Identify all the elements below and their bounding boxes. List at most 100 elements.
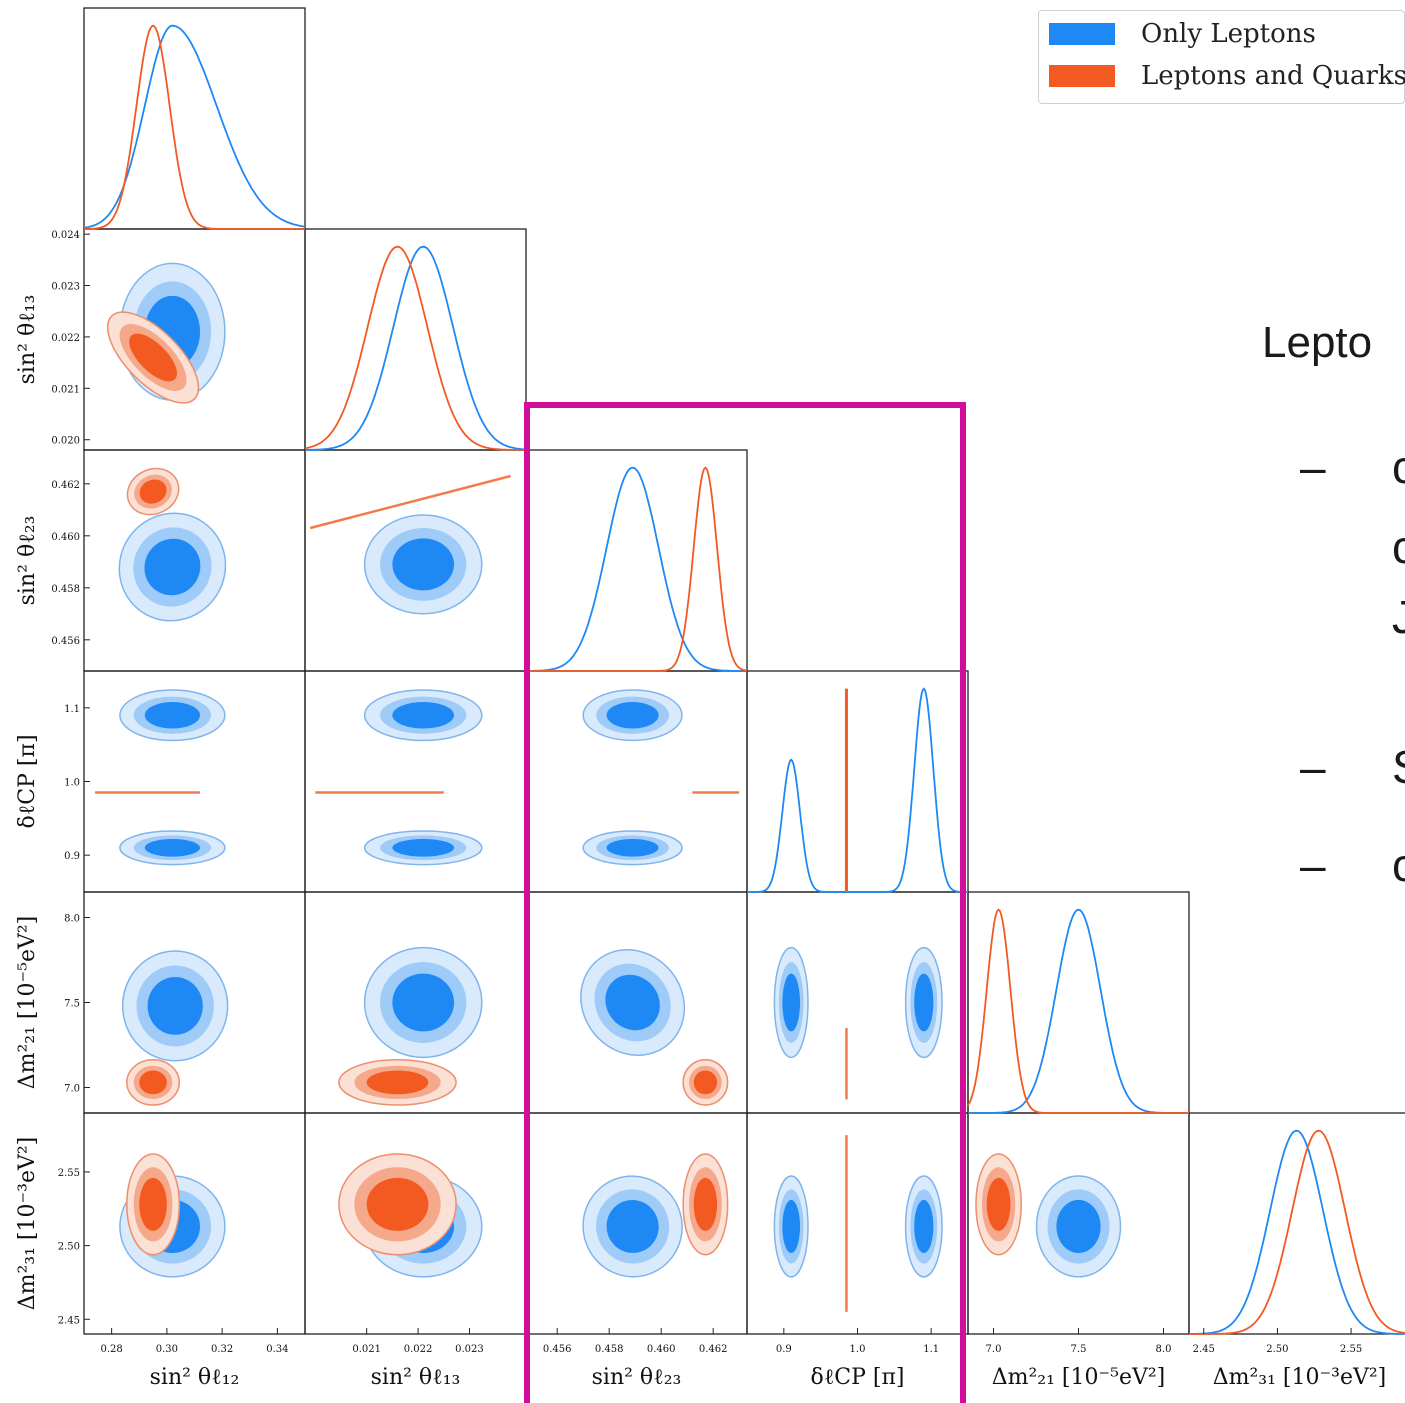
- legend-item-leptons-and-quarks: Leptons and Quarks: [1049, 61, 1405, 91]
- x-tick-label: 8.0: [1156, 1344, 1172, 1355]
- contour-leptons-and-quarks-1sigma: [139, 479, 167, 504]
- contour-only-leptons-1sigma: [606, 1199, 659, 1253]
- contour-leptons-and-quarks-1sigma: [693, 1177, 718, 1231]
- x-tick-label: 0.458: [595, 1344, 624, 1355]
- y-tick-label: 0.023: [51, 282, 80, 293]
- y-axis-label: sin² θℓ₁₃: [15, 295, 40, 385]
- y-axis-label: δℓCP [π]: [15, 734, 40, 828]
- bullet-dash: –: [1300, 741, 1326, 793]
- y-tick-label: 0.024: [51, 230, 80, 241]
- contour-only-leptons-1sigma: [144, 701, 201, 729]
- y-axis-label: sin² θℓ₂₃: [15, 516, 40, 606]
- y-tick-label: 1.0: [64, 778, 80, 789]
- x-tick-label: 2.45: [1193, 1344, 1215, 1355]
- contour-only-leptons-1sigma: [782, 973, 801, 1032]
- x-axis-label: δℓCP [π]: [810, 1365, 904, 1390]
- marginal-leptons-and-quarks: [967, 908, 1189, 1114]
- y-tick-label: 7.0: [64, 1084, 80, 1095]
- contour-only-leptons-1sigma: [392, 838, 455, 857]
- x-tick-label: 0.456: [543, 1344, 572, 1355]
- marginal-only-leptons: [83, 24, 306, 229]
- x-tick-label: 1.0: [850, 1344, 866, 1355]
- contour-only-leptons-1sigma: [606, 701, 659, 729]
- marginal-leptons-and-quarks: [526, 466, 748, 672]
- y-tick-label: 8.0: [64, 914, 80, 925]
- x-tick-label: 0.023: [455, 1344, 484, 1355]
- y-axis-label: Δm²₃₁ [10⁻³eV²]: [15, 1137, 40, 1311]
- marginal-only-leptons: [747, 687, 968, 893]
- marginal-only-leptons: [525, 466, 747, 672]
- contour-only-leptons-1sigma: [606, 838, 659, 857]
- panel-frame: [967, 891, 1190, 1114]
- y-tick-label: 0.021: [51, 384, 80, 395]
- contour-only-leptons-1sigma: [147, 977, 203, 1035]
- contour-leptons-and-quarks-1sigma: [986, 1177, 1011, 1231]
- contour-only-leptons-1sigma: [914, 1199, 934, 1253]
- contour-leptons-and-quarks-1sigma: [129, 333, 177, 382]
- x-tick-label: 0.021: [352, 1344, 381, 1355]
- panel-frame: [83, 7, 306, 230]
- x-tick-label: 0.460: [647, 1344, 676, 1355]
- x-tick-label: 0.28: [100, 1344, 122, 1355]
- y-tick-label: 0.020: [51, 436, 80, 447]
- x-tick-label: 0.022: [404, 1344, 433, 1355]
- contour-leptons-and-quarks-1sigma: [366, 1177, 429, 1231]
- x-axis-label: sin² θℓ₁₂: [150, 1365, 240, 1390]
- contour-leptons-and-quarks-1sigma: [139, 1177, 167, 1231]
- x-axis-label: Δm²₃₁ [10⁻³eV²]: [1213, 1365, 1387, 1390]
- x-tick-label: 1.1: [923, 1344, 939, 1355]
- marginal-leptons-and-quarks: [1189, 1129, 1405, 1335]
- y-tick-label: 0.458: [51, 584, 80, 595]
- x-tick-label: 7.5: [1071, 1344, 1087, 1355]
- bullet-dash: –: [1300, 839, 1326, 891]
- panel-frame: [304, 228, 527, 451]
- contour-only-leptons-1sigma: [392, 701, 455, 729]
- side-title: Lepto: [1262, 318, 1373, 367]
- marginal-leptons-and-quarks: [84, 24, 305, 230]
- x-tick-label: 0.462: [699, 1344, 728, 1355]
- contour-only-leptons-1sigma: [914, 973, 934, 1032]
- x-axis-label: sin² θℓ₁₃: [371, 1365, 461, 1390]
- x-tick-label: 2.50: [1266, 1344, 1288, 1355]
- panel-frame: [525, 449, 748, 672]
- x-axis-label: sin² θℓ₂₃: [592, 1365, 682, 1390]
- x-tick-label: 0.32: [211, 1344, 233, 1355]
- contour-only-leptons-1sigma: [1056, 1199, 1101, 1253]
- x-tick-label: 7.0: [986, 1344, 1002, 1355]
- bullet-text: J: [1392, 591, 1405, 643]
- x-tick-label: 0.30: [156, 1344, 178, 1355]
- contour-only-leptons-1sigma: [782, 1199, 801, 1253]
- contour-only-leptons-1sigma: [392, 538, 455, 591]
- contour-leptons-and-quarks-1sigma: [139, 1070, 167, 1095]
- legend-item-only-leptons: Only Leptons: [1049, 19, 1316, 49]
- y-tick-label: 2.55: [58, 1168, 80, 1179]
- x-tick-label: 2.55: [1340, 1344, 1362, 1355]
- legend-label: Leptons and Quarks: [1141, 61, 1405, 91]
- legend-label: Only Leptons: [1141, 19, 1316, 49]
- marginal-only-leptons: [305, 245, 527, 451]
- y-tick-label: 1.1: [64, 704, 80, 715]
- bullet-dash: –: [1300, 441, 1326, 493]
- x-tick-label: 0.34: [266, 1344, 288, 1355]
- bullet-text: S: [1392, 740, 1405, 794]
- legend: Only Leptons Leptons and Quarks: [1038, 10, 1405, 104]
- y-tick-label: 0.462: [51, 480, 80, 491]
- y-tick-label: 0.456: [51, 636, 80, 647]
- legend-swatch-orange: [1049, 65, 1115, 87]
- contour-only-leptons-1sigma: [605, 974, 660, 1031]
- contour-only-leptons-1sigma: [144, 838, 201, 857]
- contour-only-leptons-1sigma: [392, 973, 455, 1032]
- contour-leptons-and-quarks-1sigma: [693, 1070, 718, 1095]
- y-tick-label: 0.460: [51, 532, 80, 543]
- x-tick-label: 0.9: [776, 1344, 792, 1355]
- y-axis-label: Δm²₂₁ [10⁻⁵eV²]: [15, 916, 40, 1090]
- bullet-text: c: [1392, 839, 1405, 891]
- marginal-only-leptons: [1189, 1129, 1405, 1335]
- marginal-leptons-and-quarks: [304, 245, 526, 451]
- y-tick-label: 0.9: [64, 851, 80, 862]
- bullet-text: c: [1392, 441, 1405, 493]
- x-axis-label: Δm²₂₁ [10⁻⁵eV²]: [992, 1365, 1166, 1390]
- contour-leptons-and-quarks-line: [309, 474, 511, 530]
- contour-leptons-and-quarks-1sigma: [366, 1070, 429, 1095]
